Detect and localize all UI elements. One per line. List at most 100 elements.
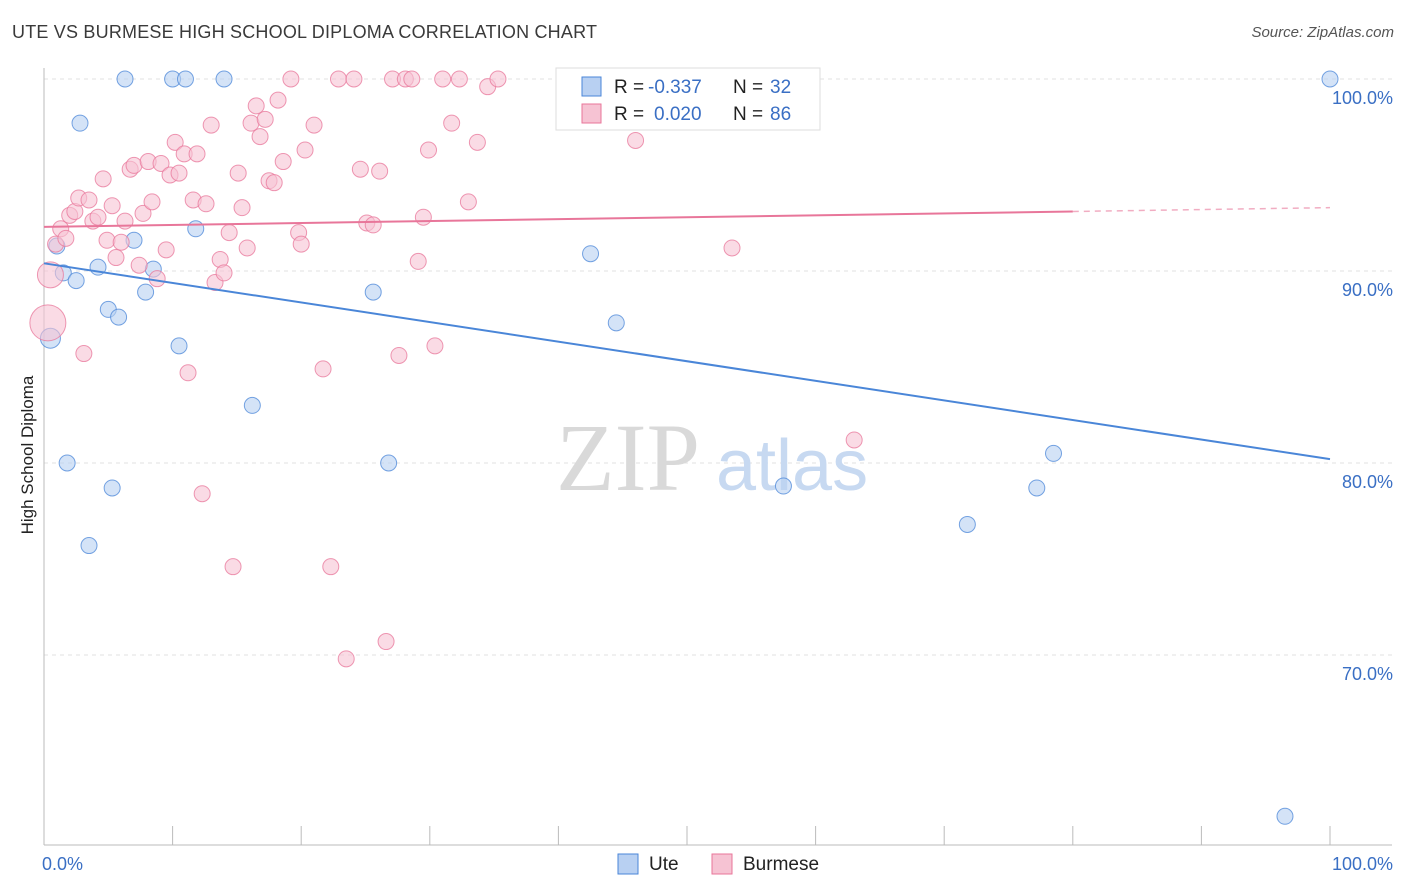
ute-point-9 xyxy=(103,479,121,497)
ute-point-22 xyxy=(380,454,398,472)
chart-title: UTE VS BURMESE HIGH SCHOOL DIPLOMA CORRE… xyxy=(12,22,598,42)
legend-swatch-ute xyxy=(581,76,602,97)
burmese-point-53 xyxy=(282,70,300,88)
legend-swatch-burmese xyxy=(581,103,602,124)
ute-point-17 xyxy=(176,70,194,88)
burmese-point-71 xyxy=(409,252,427,270)
burmese-point-47 xyxy=(251,128,269,146)
burmese-point-66 xyxy=(377,633,395,651)
ute-point-6 xyxy=(80,537,98,555)
burmese-point-72 xyxy=(414,208,432,226)
ute-point-4 xyxy=(67,272,85,290)
burmese-point-79 xyxy=(468,133,486,151)
burmese-point-51 xyxy=(269,91,287,109)
ute-point-19 xyxy=(215,70,233,88)
ute-trend-line xyxy=(43,262,1331,461)
ute-point-5 xyxy=(71,114,89,132)
ute-point-3 xyxy=(58,454,76,472)
burmese-point-9 xyxy=(80,191,98,209)
axes xyxy=(43,68,1392,846)
burmese-point-34 xyxy=(193,485,211,503)
burmese-point-29 xyxy=(170,164,188,182)
burmese-point-19 xyxy=(125,156,143,174)
burmese-point-84 xyxy=(845,431,863,449)
burmese-point-62 xyxy=(351,160,369,178)
burmese-point-81 xyxy=(489,70,507,88)
ute-point-21 xyxy=(364,283,382,301)
burmese-point-15 xyxy=(107,249,125,267)
burmese-point-26 xyxy=(157,241,175,259)
legend-r-label-ute: R = xyxy=(614,77,644,98)
burmese-point-40 xyxy=(220,224,238,242)
burmese-point-73 xyxy=(420,141,438,159)
burmese-point-13 xyxy=(98,231,116,249)
y-tick-label-70: 70.0% xyxy=(1342,664,1393,684)
burmese-point-33 xyxy=(188,145,206,163)
burmese-point-14 xyxy=(103,197,121,215)
watermark-zip: ZIP xyxy=(556,404,700,511)
burmese-point-68 xyxy=(390,346,408,364)
burmese-point-0 xyxy=(29,304,67,342)
legend-r-label-burmese: R = xyxy=(614,104,644,125)
burmese-point-50 xyxy=(265,174,283,192)
ute-point-20 xyxy=(243,396,261,414)
ute-point-23 xyxy=(582,245,600,263)
burmese-point-55 xyxy=(296,141,314,159)
burmese-point-61 xyxy=(345,70,363,88)
burmese-point-28 xyxy=(166,133,184,151)
ute-point-11 xyxy=(116,70,134,88)
watermark-atlas: atlas xyxy=(716,426,868,506)
bottom-legend-burmese: Burmese xyxy=(743,854,819,875)
bottom-legend-swatch-burmese xyxy=(711,853,733,875)
burmese-point-16 xyxy=(112,233,130,251)
ute-point-29 xyxy=(1045,444,1063,462)
ute-point-24 xyxy=(607,314,625,332)
ute-point-31 xyxy=(1321,70,1339,88)
burmese-point-44 xyxy=(238,239,256,257)
burmese-point-52 xyxy=(274,153,292,171)
burmese-point-76 xyxy=(443,114,461,132)
burmese-point-65 xyxy=(371,162,389,180)
ute-point-28 xyxy=(958,515,976,533)
x-tick-label-min: 0.0% xyxy=(42,854,83,874)
burmese-point-41 xyxy=(224,558,242,576)
burmese-point-48 xyxy=(256,110,274,128)
legend-n-label-ute: N = xyxy=(733,77,763,98)
burmese-point-42 xyxy=(229,164,247,182)
burmese-point-35 xyxy=(197,195,215,213)
burmese-trend-line xyxy=(43,210,1073,228)
burmese-point-77 xyxy=(450,70,468,88)
burmese-point-75 xyxy=(434,70,452,88)
burmese-point-56 xyxy=(305,116,323,134)
burmese-point-4 xyxy=(57,229,75,247)
burmese-trend-extension xyxy=(1072,206,1331,213)
bottom-legend: Ute Burmese xyxy=(617,853,819,875)
burmese-point-78 xyxy=(459,193,477,211)
burmese-point-60 xyxy=(337,650,355,668)
burmese-point-43 xyxy=(233,199,251,217)
source-label: Source: ZipAtlas.com xyxy=(1251,24,1394,41)
burmese-point-83 xyxy=(723,239,741,257)
ute-point-26 xyxy=(774,477,792,495)
burmese-point-21 xyxy=(134,204,152,222)
burmese-point-59 xyxy=(329,70,347,88)
trend-lines xyxy=(43,206,1331,461)
burmese-point-24 xyxy=(148,270,166,288)
data-points xyxy=(29,70,1339,825)
legend: R = -0.337 N = 32 R = 0.020 N = 86 xyxy=(555,67,821,131)
y-tick-label-100: 100.0% xyxy=(1332,88,1393,108)
y-axis-label: High School Diploma xyxy=(18,375,37,534)
legend-n-value-ute: 32 xyxy=(770,77,791,98)
burmese-point-64 xyxy=(364,216,382,234)
ute-point-18 xyxy=(187,220,205,238)
burmese-point-85 xyxy=(292,235,310,253)
burmese-point-31 xyxy=(179,364,197,382)
legend-n-value-burmese: 86 xyxy=(770,104,791,125)
burmese-point-20 xyxy=(130,256,148,274)
y-tick-labels: 70.0% 80.0% 90.0% 100.0% xyxy=(1332,88,1393,684)
ute-point-13 xyxy=(137,283,155,301)
x-tick-label-max: 100.0% xyxy=(1332,854,1393,874)
burmese-point-58 xyxy=(322,558,340,576)
burmese-point-74 xyxy=(426,337,444,355)
